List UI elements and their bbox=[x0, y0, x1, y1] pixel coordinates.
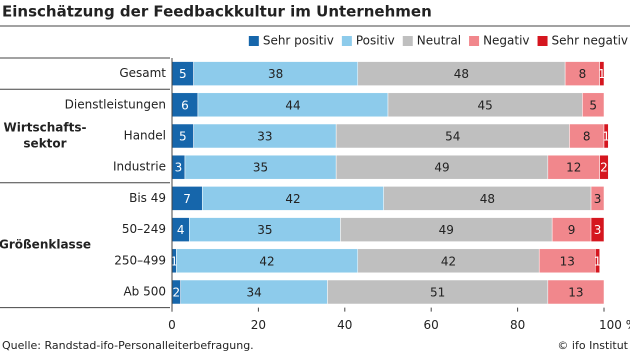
group-label: sektor bbox=[23, 137, 66, 151]
data-label: 49 bbox=[439, 223, 454, 237]
bar-segment bbox=[171, 92, 199, 118]
x-tick-label: 40 bbox=[337, 318, 352, 332]
data-label: 48 bbox=[480, 192, 495, 206]
legend-swatch bbox=[537, 36, 548, 46]
bar-segment bbox=[197, 92, 389, 118]
legend-swatch bbox=[341, 36, 352, 46]
category-label: 250–499 bbox=[114, 253, 166, 267]
bar-segment bbox=[327, 279, 549, 305]
category-label: Handel bbox=[124, 129, 166, 143]
data-label: 3 bbox=[175, 161, 183, 175]
x-tick-label: 100 % bbox=[599, 318, 630, 332]
data-label: 38 bbox=[268, 67, 283, 81]
source: Quelle: Randstad-ifo-Personalleiterbefra… bbox=[2, 339, 254, 352]
bar-segment bbox=[201, 186, 384, 211]
category-label: Industrie bbox=[113, 160, 166, 174]
legend-label: Negativ bbox=[483, 34, 529, 48]
bar-segment bbox=[193, 123, 337, 149]
category-label: 50–249 bbox=[122, 222, 166, 236]
legend-label: Sehr negativ bbox=[552, 34, 628, 48]
bar-segment bbox=[599, 154, 609, 180]
data-label: 42 bbox=[285, 192, 300, 206]
category-label: Bis 49 bbox=[129, 191, 166, 205]
data-label: 5 bbox=[179, 130, 187, 144]
data-label: 12 bbox=[566, 161, 581, 175]
data-label: 7 bbox=[183, 192, 191, 206]
bar-segment bbox=[547, 279, 605, 305]
data-label: 2 bbox=[600, 161, 608, 175]
bar-segment bbox=[189, 217, 341, 242]
data-label: 5 bbox=[589, 98, 597, 112]
bar-segment bbox=[547, 154, 600, 180]
bar-segment bbox=[383, 186, 592, 211]
bar-segment bbox=[603, 123, 609, 149]
bar-segment bbox=[590, 217, 605, 242]
data-label: 54 bbox=[445, 130, 460, 144]
group-label: Größenklasse bbox=[0, 238, 91, 252]
category-label: Dienstleistungen bbox=[65, 97, 166, 111]
data-label: 1 bbox=[594, 254, 602, 268]
category-label: Gesamt bbox=[119, 66, 166, 80]
bar-segment bbox=[569, 123, 605, 149]
data-label: 13 bbox=[560, 254, 575, 268]
data-label: 3 bbox=[594, 192, 602, 206]
data-label: 33 bbox=[257, 130, 272, 144]
bar-segment bbox=[595, 248, 600, 274]
data-label: 34 bbox=[246, 286, 261, 300]
bar-segment bbox=[590, 186, 605, 211]
data-label: 35 bbox=[257, 223, 272, 237]
credit: © ifo Institut bbox=[557, 339, 628, 352]
bar-segment bbox=[538, 248, 596, 274]
legend-swatch bbox=[469, 36, 480, 46]
bar-segment bbox=[176, 248, 359, 274]
bar-segment bbox=[184, 154, 337, 180]
bar-segment bbox=[357, 248, 540, 274]
x-tick-label: 20 bbox=[251, 318, 266, 332]
bar-segment bbox=[193, 61, 359, 86]
bar-segment bbox=[357, 61, 566, 86]
data-label: 44 bbox=[285, 98, 300, 112]
data-label: 6 bbox=[181, 98, 189, 112]
group-label: Wirtschafts- bbox=[4, 121, 87, 135]
data-label: 45 bbox=[478, 98, 493, 112]
legend-label: Sehr positiv bbox=[263, 34, 334, 48]
x-tick-label: 80 bbox=[510, 318, 525, 332]
category-label: Ab 500 bbox=[123, 285, 166, 299]
data-label: 42 bbox=[441, 254, 456, 268]
data-label: 48 bbox=[454, 67, 469, 81]
bar-segment bbox=[582, 92, 605, 118]
legend-label: Positiv bbox=[356, 34, 395, 48]
data-label: 51 bbox=[430, 286, 445, 300]
data-label: 8 bbox=[583, 130, 591, 144]
bar-segment bbox=[599, 61, 605, 86]
bar-segment bbox=[171, 186, 203, 211]
data-label: 8 bbox=[579, 67, 587, 81]
bar-segment bbox=[335, 123, 570, 149]
bar-segment bbox=[564, 61, 600, 86]
data-label: 49 bbox=[434, 161, 449, 175]
data-label: 2 bbox=[172, 286, 180, 300]
data-label: 3 bbox=[594, 223, 602, 237]
data-label: 42 bbox=[259, 254, 274, 268]
x-tick-label: 0 bbox=[168, 318, 176, 332]
bar-segment bbox=[551, 217, 592, 242]
legend-swatch bbox=[248, 36, 259, 46]
legend-swatch bbox=[402, 36, 413, 46]
x-tick-label: 60 bbox=[424, 318, 439, 332]
chart-title: Einschätzung der Feedbackkultur im Unter… bbox=[2, 3, 432, 21]
data-label: 13 bbox=[568, 286, 583, 300]
data-label: 4 bbox=[177, 223, 185, 237]
bar-segment bbox=[180, 279, 328, 305]
data-label: 1 bbox=[170, 254, 178, 268]
data-label: 1 bbox=[602, 130, 610, 144]
data-label: 5 bbox=[179, 67, 187, 81]
bar-segment bbox=[335, 154, 549, 180]
bar-segment bbox=[387, 92, 583, 118]
data-label: 35 bbox=[253, 161, 268, 175]
data-label: 9 bbox=[568, 223, 576, 237]
data-label: 1 bbox=[598, 67, 606, 81]
bar-segment bbox=[340, 217, 553, 242]
legend-label: Neutral bbox=[417, 34, 461, 48]
